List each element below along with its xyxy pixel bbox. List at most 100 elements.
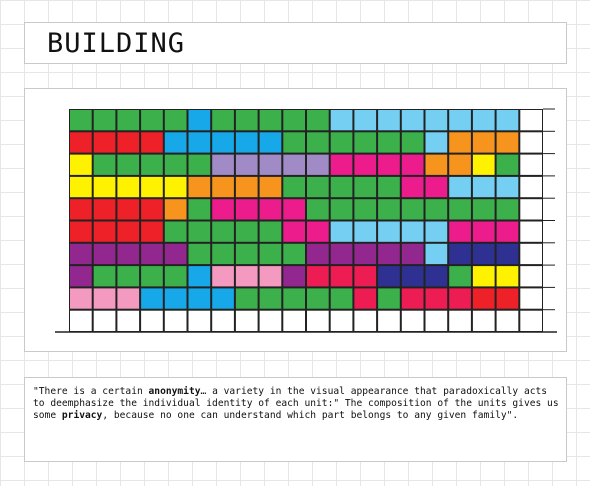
facade-unit: [235, 132, 258, 153]
facade-unit: [117, 310, 140, 331]
facade-unit: [378, 132, 400, 153]
facade-unit: [283, 266, 305, 287]
facade-unit: [93, 243, 116, 265]
facade-unit: [425, 288, 448, 309]
facade-unit: [141, 288, 163, 309]
facade-unit: [496, 310, 519, 331]
facade-unit: [188, 199, 211, 220]
facade-unit: [188, 221, 211, 242]
facade-unit: [330, 288, 353, 309]
facade-unit: [354, 132, 377, 153]
facade-unit: [472, 132, 495, 153]
facade-unit: [235, 176, 258, 198]
facade-unit: [70, 310, 92, 331]
facade-unit: [330, 132, 353, 153]
facade-unit: [141, 266, 163, 287]
facade-unit: [378, 221, 400, 242]
facade-unit: [283, 154, 305, 175]
facade-unit: [259, 132, 282, 153]
facade-unit: [307, 221, 329, 242]
facade-unit: [212, 310, 234, 331]
facade-unit: [449, 288, 471, 309]
facade-unit: [283, 176, 305, 198]
facade-unit: [354, 110, 377, 131]
facade-unit: [520, 221, 542, 242]
facade-unit: [164, 221, 187, 242]
facade-unit: [117, 154, 140, 175]
facade-unit: [425, 176, 448, 198]
facade-unit: [188, 110, 211, 131]
facade-unit: [472, 288, 495, 309]
facade-unit: [472, 266, 495, 287]
facade-unit: [330, 199, 353, 220]
facade-unit: [188, 288, 211, 309]
facade-unit: [283, 243, 305, 265]
facade-unit: [496, 176, 519, 198]
facade-unit: [93, 310, 116, 331]
facade-unit: [425, 266, 448, 287]
facade-unit: [378, 154, 400, 175]
facade-unit: [449, 243, 471, 265]
facade-unit: [401, 288, 424, 309]
facade-unit: [401, 176, 424, 198]
facade-unit: [117, 132, 140, 153]
facade-unit: [496, 199, 519, 220]
facade-unit: [141, 154, 163, 175]
facade-unit: [520, 176, 542, 198]
facade-unit: [354, 199, 377, 220]
facade-unit: [283, 199, 305, 220]
facade-unit: [283, 310, 305, 331]
facade-frame: [69, 109, 543, 332]
facade-unit: [235, 243, 258, 265]
facade-unit: [164, 154, 187, 175]
facade-unit: [235, 154, 258, 175]
facade-unit: [472, 154, 495, 175]
facade-unit: [283, 132, 305, 153]
facade-unit: [283, 110, 305, 131]
facade-unit: [235, 288, 258, 309]
quote-bold-anonymity: anonymity: [148, 386, 201, 397]
facade-unit: [378, 110, 400, 131]
facade-unit: [70, 176, 92, 198]
facade-unit: [212, 243, 234, 265]
facade-unit: [93, 221, 116, 242]
facade-unit: [307, 176, 329, 198]
facade-unit: [378, 199, 400, 220]
facade-unit: [330, 110, 353, 131]
facade-unit: [401, 310, 424, 331]
facade-unit: [449, 266, 471, 287]
facade-unit: [330, 176, 353, 198]
facade-unit: [307, 199, 329, 220]
facade-unit: [425, 154, 448, 175]
facade-unit: [235, 199, 258, 220]
facade-unit: [307, 154, 329, 175]
facade-unit: [449, 154, 471, 175]
facade-unit: [164, 310, 187, 331]
facade-unit: [93, 176, 116, 198]
facade-unit: [449, 199, 471, 220]
facade-unit: [472, 243, 495, 265]
quote-text: "There is a certain anonymity… a variety…: [33, 386, 561, 422]
facade-unit: [378, 176, 400, 198]
facade-unit: [354, 243, 377, 265]
facade-unit: [520, 243, 542, 265]
facade-unit: [117, 221, 140, 242]
facade-unit: [449, 310, 471, 331]
facade-unit: [259, 243, 282, 265]
quote-part-3: , because no one can understand which pa…: [102, 410, 519, 421]
facade-unit: [354, 176, 377, 198]
facade-unit: [212, 288, 234, 309]
facade-unit: [496, 243, 519, 265]
facade-unit: [259, 199, 282, 220]
facade-unit: [472, 199, 495, 220]
facade-unit: [141, 243, 163, 265]
facade-unit: [401, 221, 424, 242]
facade-unit: [164, 176, 187, 198]
facade-unit: [70, 132, 92, 153]
facade-unit: [141, 176, 163, 198]
facade-unit: [496, 154, 519, 175]
facade-unit: [520, 199, 542, 220]
facade-unit: [117, 266, 140, 287]
facade-unit: [141, 199, 163, 220]
facade-unit: [70, 221, 92, 242]
